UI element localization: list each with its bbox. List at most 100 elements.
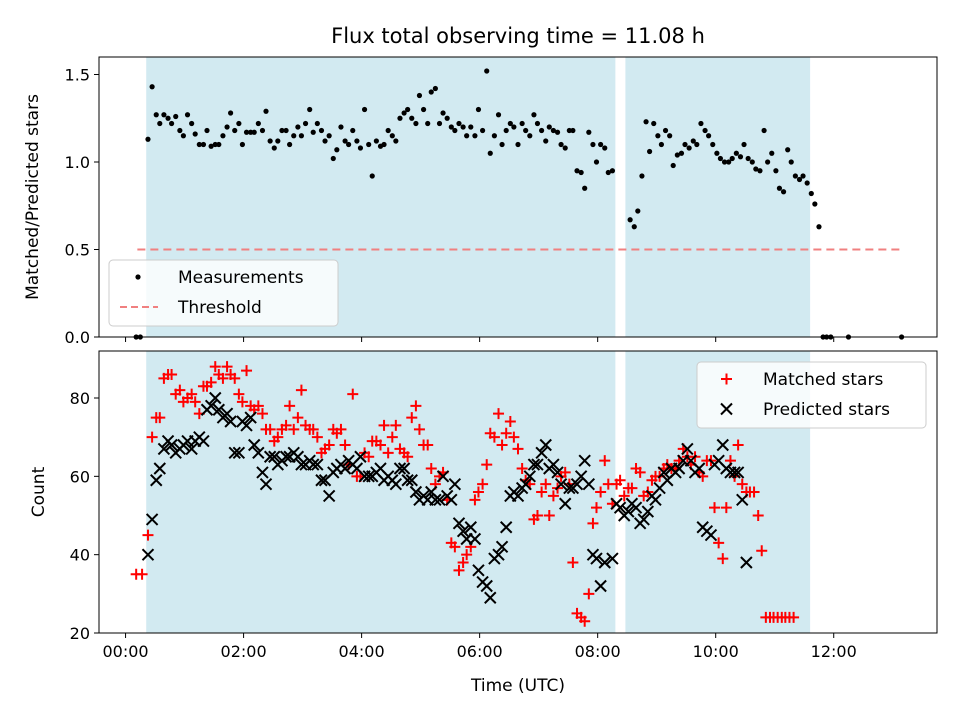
matched-star-point [481, 459, 493, 471]
matched-star-point [709, 502, 721, 514]
predicted-star-point [649, 493, 662, 507]
matched-star-point [307, 423, 319, 435]
predicted-star-point [527, 458, 541, 471]
predicted-star-point [445, 493, 458, 507]
measurement-point [263, 108, 269, 114]
x-axis-label: Time (UTC) [470, 676, 565, 696]
matched-star-point [756, 545, 768, 557]
matched-star-point [413, 423, 425, 435]
ratio-x-ticks [125, 337, 835, 342]
measurement-point [298, 133, 305, 139]
predicted-star-point [570, 477, 584, 491]
predicted-star-point [389, 477, 403, 491]
measurement-point [295, 124, 301, 130]
predicted-star-point [244, 411, 257, 424]
measurement-point [338, 124, 344, 130]
predicted-star-point [224, 415, 237, 428]
matched-star-point [732, 439, 744, 451]
measurement-point [639, 173, 645, 179]
legend-threshold: Threshold [177, 298, 262, 318]
measurement-point [373, 138, 379, 144]
matched-star-point [280, 419, 292, 431]
measurement-point [670, 162, 676, 169]
predicted-star-point [153, 462, 166, 475]
predicted-star-point [204, 399, 218, 413]
predicted-star-point [499, 521, 513, 534]
measurement-point [550, 127, 557, 134]
matched-star-point [536, 486, 548, 498]
measurement-point [385, 127, 391, 134]
measurement-point [267, 138, 273, 144]
measurement-point [499, 141, 505, 148]
predicted-star-point [692, 462, 706, 475]
measurement-point [574, 168, 580, 174]
measurement-point [796, 176, 803, 183]
matched-star-point [236, 396, 248, 408]
x-tick-label: 02:00 [221, 642, 267, 661]
measurement-point [428, 89, 434, 95]
predicted-star-point [578, 454, 591, 467]
measurement-point [721, 159, 728, 165]
measurement-point [208, 143, 214, 149]
predicted-star-point [613, 501, 627, 514]
matched-star-point [292, 412, 304, 424]
matched-star-point [788, 611, 800, 623]
measurement-point [354, 138, 360, 144]
measurement-point [440, 110, 446, 116]
measurement-point [578, 169, 584, 176]
observing-window-1 [625, 57, 811, 337]
measurement-point [686, 145, 692, 151]
matched-star-point [461, 549, 473, 561]
measurement-point [302, 120, 309, 127]
predicted-star-point [547, 458, 560, 471]
matched-star-point [205, 376, 217, 388]
measurement-point [291, 133, 297, 139]
predicted-star-point [582, 477, 596, 491]
predicted-star-point [232, 446, 246, 460]
matched-star-point [288, 423, 300, 435]
predicted-star-point [220, 407, 234, 420]
predicted-star-point [448, 477, 462, 491]
predicted-star-point [212, 403, 226, 416]
measurement-point [511, 124, 517, 130]
measurement-point [562, 145, 568, 151]
measurement-point [472, 133, 478, 139]
predicted-star-point [315, 474, 328, 487]
matched-star-point [626, 482, 638, 494]
x-tick-label: 12:00 [811, 642, 857, 661]
matched-star-point [154, 412, 166, 424]
measurement-point [334, 147, 340, 153]
measurement-point [706, 133, 712, 139]
measurement-point [503, 127, 509, 134]
matched-star-point [221, 361, 233, 373]
measurement-point [582, 185, 588, 191]
measurement-point [655, 133, 661, 139]
predicted-star-point [393, 462, 407, 475]
matched-star-point [272, 431, 284, 443]
matched-star-point [618, 490, 630, 502]
y-tick-label: 0.0 [65, 328, 90, 347]
predicted-star-point [247, 438, 261, 452]
predicted-star-point [480, 579, 493, 593]
predicted-star-point [641, 505, 655, 518]
ratio-y-label: Matched/Predicted stars [23, 94, 43, 300]
measurement-point [491, 133, 497, 139]
predicted-star-point [307, 458, 320, 471]
measurement-point [283, 127, 289, 134]
matched-star-point [599, 455, 611, 467]
measurement-point [702, 127, 708, 134]
matched-star-point [449, 541, 461, 553]
predicted-star-point [436, 470, 450, 483]
predicted-star-point [523, 470, 537, 483]
measurement-point [420, 106, 427, 113]
measurement-point [255, 120, 261, 127]
measurement-point [196, 141, 202, 148]
measurement-point [444, 115, 450, 121]
measurement-point [389, 133, 395, 139]
measurement-point [745, 155, 751, 162]
matched-star-point [295, 384, 307, 396]
measurement-point [361, 106, 368, 113]
measurement-point [401, 110, 407, 116]
matched-star-point [425, 463, 437, 474]
measurement-point [598, 141, 604, 148]
